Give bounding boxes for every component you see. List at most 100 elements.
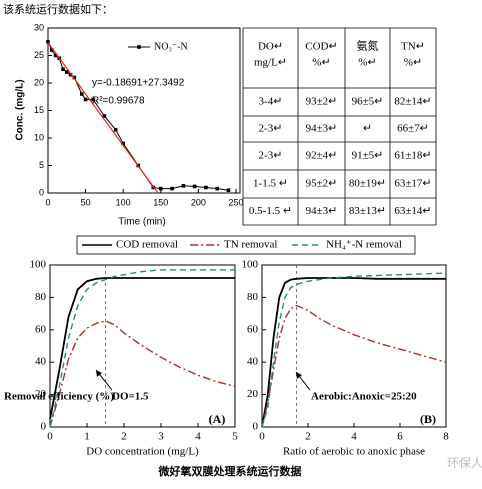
x-tick-label: 5 [232, 431, 238, 443]
data-point [65, 70, 69, 74]
table-cell: 94±3↵ [306, 123, 338, 135]
data-point [113, 127, 118, 132]
intro: 该系统运行数据如下： [3, 2, 113, 16]
table-cell: 61±18↵ [394, 150, 431, 162]
x-axis-label: DO concentration (mg/L) [86, 446, 199, 458]
data-point [80, 92, 84, 96]
data-point [61, 67, 65, 72]
y-tick-label: 5 [39, 160, 44, 170]
y-tick-label: 20 [34, 77, 44, 87]
table-cell: 92±4↵ [306, 150, 338, 162]
y-tick-label: 0 [253, 421, 259, 433]
x-axis-label: Time (min) [118, 217, 165, 228]
table-cell: 3-4↵ [259, 96, 283, 108]
x-tick-label: 100 [116, 197, 131, 207]
x-tick-label: 4 [351, 431, 357, 443]
table-cell: 82±14↵ [394, 96, 431, 108]
table-cell: 2-3↵ [259, 123, 283, 135]
table-cell: 93±2↵ [306, 96, 338, 108]
y-tick-label: 60 [247, 323, 259, 335]
data-point [170, 186, 174, 191]
annotation: y=-0.18691+27.3492 [92, 78, 185, 89]
data-point [215, 186, 219, 191]
y-axis-label: Conc. (mg/L) [15, 79, 26, 140]
x-tick-label: 8 [443, 431, 449, 443]
table-cell: 1-1.5 ↵ [253, 178, 288, 190]
y-tick-label: 0 [39, 187, 44, 197]
curve [49, 277, 235, 420]
data-point [49, 48, 54, 52]
x-tick-label: 1 [84, 431, 90, 443]
y-tick-label: 20 [247, 388, 259, 400]
table-header: mg/L↵ [254, 57, 287, 69]
data-point [181, 184, 186, 188]
data-point [91, 97, 95, 102]
legend-marker [137, 45, 141, 49]
y-tick-label: 40 [35, 356, 47, 368]
x-tick-label: 6 [397, 431, 403, 443]
arrow-head [96, 370, 102, 377]
table-cell: ↵ [363, 123, 372, 135]
annotation: Aerobic:Anoxic=25:20 [311, 391, 417, 403]
plot-frame [47, 27, 241, 194]
data-point [121, 141, 125, 146]
watermark: 环保人 [447, 456, 482, 470]
y-tick-label: 60 [35, 323, 47, 335]
table-header: DO↵ [258, 41, 283, 53]
table-cell: 95±2↵ [306, 178, 338, 190]
table-cell: 63±14↵ [394, 205, 431, 217]
table-header: TN↵ [401, 41, 425, 53]
table-header: COD↵ [305, 41, 337, 53]
caption: 微好氧双膜处理系统运行数据 [158, 464, 302, 478]
x-tick-label: 2 [121, 431, 127, 443]
y-tick-label: 20 [35, 388, 47, 400]
x-tick-label: 0 [45, 197, 50, 207]
curve [49, 269, 235, 428]
data-point [102, 114, 107, 118]
y-tick-label: 80 [247, 291, 259, 303]
y-tick-label: 100 [242, 259, 259, 271]
data-point [192, 184, 197, 189]
table-header: %↵ [404, 57, 422, 69]
table-cell: 66±7↵ [397, 123, 429, 135]
x-tick-label: 4 [195, 431, 201, 443]
y-tick-label: 80 [35, 291, 47, 303]
x-tick-label: 150 [153, 197, 168, 207]
data-line [47, 41, 229, 191]
curve [261, 304, 447, 428]
data-point [83, 97, 88, 102]
legend-label: NH₄⁺-N removal [326, 239, 402, 251]
x-tick-label: 50 [81, 197, 91, 207]
table-header: %↵ [312, 57, 330, 69]
y-tick-label: 15 [34, 105, 44, 115]
table-cell: 91±5↵ [352, 150, 384, 162]
legend-label: COD removal [116, 239, 178, 251]
table-cell: 0.5-1.5 ↵ [249, 205, 292, 217]
data-point [226, 188, 231, 193]
x-tick-label: 200 [191, 197, 206, 207]
data-point [46, 39, 50, 44]
curve [261, 277, 446, 428]
x-tick-label: 0 [259, 431, 265, 443]
data-point [53, 53, 58, 58]
legend-box [76, 235, 416, 255]
table-cell: 94±3↵ [306, 205, 338, 217]
table-cell: 96±5↵ [352, 96, 384, 108]
data-point [68, 72, 73, 77]
annotation: Removal efficiency (%) [4, 391, 114, 403]
annotation: DO=1.5 [112, 391, 149, 403]
arrow-head [296, 372, 302, 379]
y-tick-label: 25 [34, 50, 44, 60]
table-header: %↵ [358, 57, 376, 69]
y-tick-label: 10 [34, 132, 44, 142]
x-tick-label: 3 [158, 431, 164, 443]
y-tick-label: 0 [41, 421, 47, 433]
data-point [159, 186, 163, 191]
fit-line [47, 42, 159, 194]
y-tick-label: 40 [247, 356, 259, 368]
x-axis-label: Ratio of aerobic to anoxic phase [283, 446, 425, 458]
y-tick-label: 100 [30, 259, 47, 271]
data-point [204, 185, 208, 190]
